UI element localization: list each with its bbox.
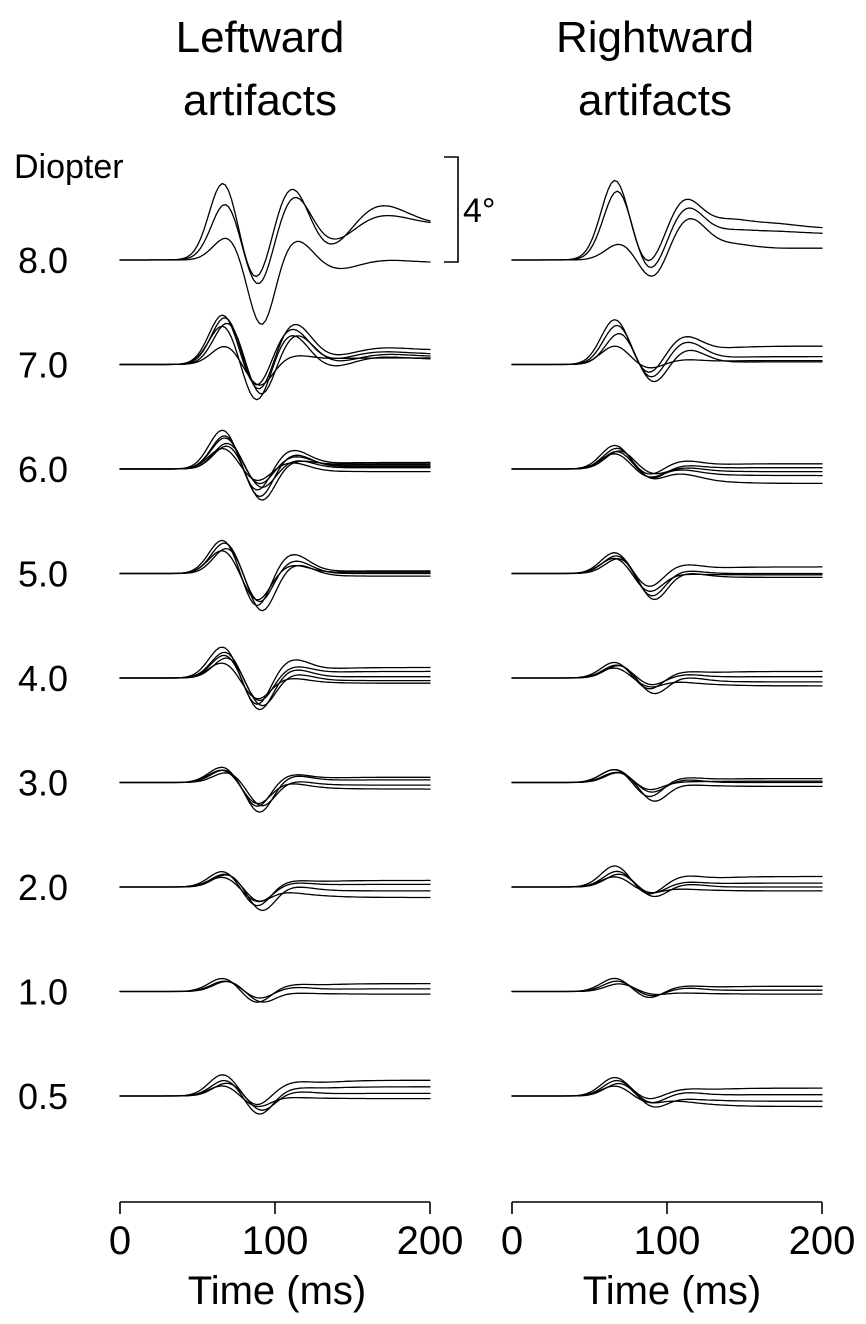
panel-title-left-line2: artifacts [183, 76, 337, 125]
row-label-6-0: 6.0 [18, 449, 68, 490]
x-tick-label-left-100: 100 [242, 1219, 309, 1263]
row-label-4-0: 4.0 [18, 658, 68, 699]
trace-right-row-0-5-4 [511, 1085, 823, 1108]
traces-leftward-panel [119, 182, 431, 1115]
trace-right-row-4-0-4 [511, 667, 823, 688]
trace-right-row-5-0-4 [511, 557, 823, 592]
row-label-5-0: 5.0 [18, 554, 68, 595]
x-axis-rightward: 0 100 200 [501, 1201, 856, 1263]
trace-left-row-0-5-4 [119, 1085, 431, 1108]
x-axis-label-left: Time (ms) [188, 1269, 366, 1313]
trace-right-row-4-0-1 [511, 661, 823, 690]
x-tick-label-right-100: 100 [634, 1219, 701, 1263]
x-axis-label-right: Time (ms) [583, 1269, 761, 1313]
scale-bar-bracket [444, 156, 459, 263]
diopter-axis-label: Diopter [14, 148, 124, 186]
trace-left-row-5-0-4 [119, 550, 431, 601]
trace-right-row-2-0-1 [511, 865, 823, 895]
trace-right-row-6-0-5 [511, 450, 823, 485]
trace-left-row-8-0-2 [119, 196, 431, 285]
row-labels: 8.0 7.0 6.0 5.0 4.0 3.0 2.0 1.0 0.5 [18, 240, 68, 1117]
panel-title-left-line1: Leftward [176, 13, 345, 62]
trace-right-row-8-0-3 [511, 218, 823, 277]
trace-left-row-3-0-1 [119, 766, 431, 807]
trace-left-row-4-0-1 [119, 646, 431, 705]
x-tick-label-left-0: 0 [109, 1219, 131, 1263]
trace-right-row-3-0-4 [511, 768, 823, 791]
trace-left-row-8-0-3 [119, 237, 431, 325]
x-tick-label-right-200: 200 [789, 1219, 856, 1263]
trace-left-row-4-0-5 [119, 654, 431, 711]
trace-left-row-8-0-1 [119, 182, 431, 278]
x-axis-leftward: 0 100 200 [109, 1201, 464, 1263]
trace-left-row-6-0-6 [119, 445, 431, 501]
trace-right-row-1-0-3 [511, 983, 823, 996]
trace-left-row-7-0-1 [119, 314, 431, 386]
trace-left-row-7-0-4 [119, 325, 431, 401]
row-label-0-5: 0.5 [18, 1076, 68, 1117]
trace-right-row-7-0-3 [511, 333, 823, 383]
trace-right-row-6-0-2 [511, 447, 823, 479]
trace-right-row-6-0-3 [511, 450, 823, 475]
x-tick-label-left-200: 200 [397, 1219, 464, 1263]
x-tick-label-right-0: 0 [501, 1219, 523, 1263]
trace-left-row-0-5-2 [119, 1079, 431, 1115]
trace-left-row-3-0-4 [119, 769, 431, 805]
row-label-3-0: 3.0 [18, 763, 68, 804]
trace-right-row-2-0-4 [511, 876, 823, 894]
trace-left-row-2-0-4 [119, 876, 431, 903]
panel-title-right-line1: Rightward [556, 13, 754, 62]
trace-left-row-0-5-1 [119, 1074, 431, 1106]
trace-left-row-4-0-3 [119, 657, 431, 707]
trace-right-row-2-0-3 [511, 873, 823, 898]
scale-bar-label: 4° [463, 192, 496, 230]
trace-right-row-0-5-2 [511, 1079, 823, 1104]
trace-left-row-6-0-1 [119, 429, 431, 491]
trace-right-row-6-0-1 [511, 444, 823, 475]
panel-title-right-line2: artifacts [578, 76, 732, 125]
trace-right-row-8-0-1 [511, 179, 823, 262]
trace-right-row-6-0-4 [511, 453, 823, 478]
row-label-7-0: 7.0 [18, 345, 68, 386]
trace-left-row-7-0-5 [119, 345, 431, 386]
row-label-2-0: 2.0 [18, 867, 68, 908]
trace-right-row-5-0-3 [511, 558, 823, 601]
row-label-1-0: 1.0 [18, 972, 68, 1013]
traces-rightward-panel [511, 179, 823, 1108]
trace-right-row-7-0-4 [511, 345, 823, 369]
row-label-8-0: 8.0 [18, 240, 68, 281]
trace-left-row-1-0-3 [119, 980, 431, 1003]
scale-bar: 4° [444, 156, 496, 263]
